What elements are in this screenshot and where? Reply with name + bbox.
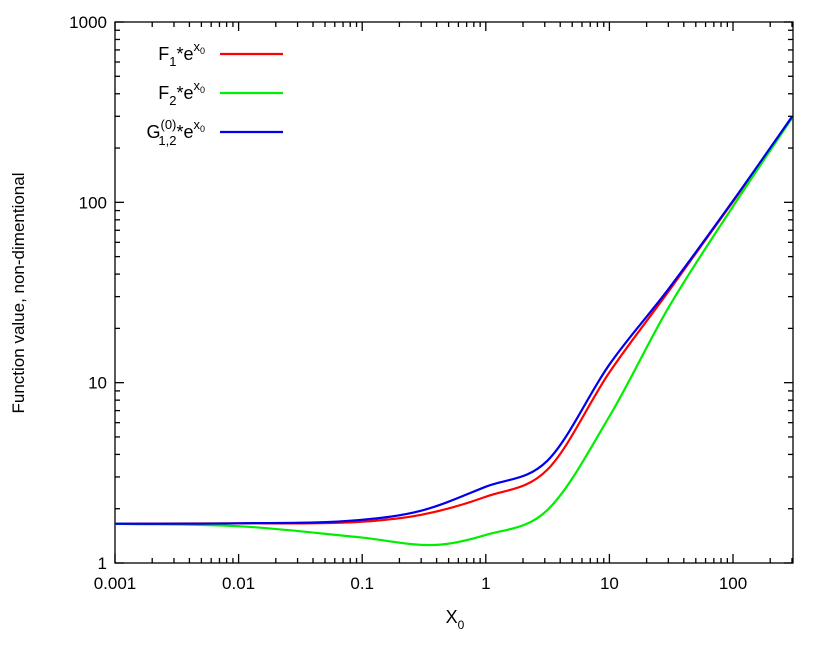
y-tick-label: 1000 bbox=[69, 13, 107, 32]
x-tick-label: 100 bbox=[719, 574, 747, 593]
y-axis-label: Function value, non-dimentional bbox=[9, 173, 28, 414]
series-group bbox=[114, 116, 793, 547]
legend: F1*ex0 F2*ex0 G(0) 1,2*ex0 bbox=[146, 39, 283, 148]
series-line-2 bbox=[114, 117, 793, 547]
series-line-1 bbox=[114, 116, 793, 525]
plot-frame bbox=[114, 21, 794, 564]
x-tick-label: 0.01 bbox=[222, 574, 255, 593]
legend-label-3: G(0) 1,2*ex0 bbox=[146, 117, 205, 148]
y-tick-label: 100 bbox=[79, 193, 107, 212]
x-axis-label: X0 bbox=[446, 607, 465, 632]
legend-label-1: F1*ex0 bbox=[158, 39, 205, 69]
x-tick-label: 0.1 bbox=[350, 574, 374, 593]
x-tick-label: 10 bbox=[600, 574, 619, 593]
x-tick-label: 1 bbox=[481, 574, 490, 593]
x-tick-label: 0.001 bbox=[94, 574, 137, 593]
axes: 0.001 0.01 0.1 1 10 100 1 10 100 1000 bbox=[69, 13, 794, 593]
legend-label-2: F2*ex0 bbox=[158, 78, 205, 108]
y-tick-label: 10 bbox=[88, 374, 107, 393]
y-tick-label: 1 bbox=[98, 554, 107, 573]
series-line-3 bbox=[114, 116, 793, 525]
